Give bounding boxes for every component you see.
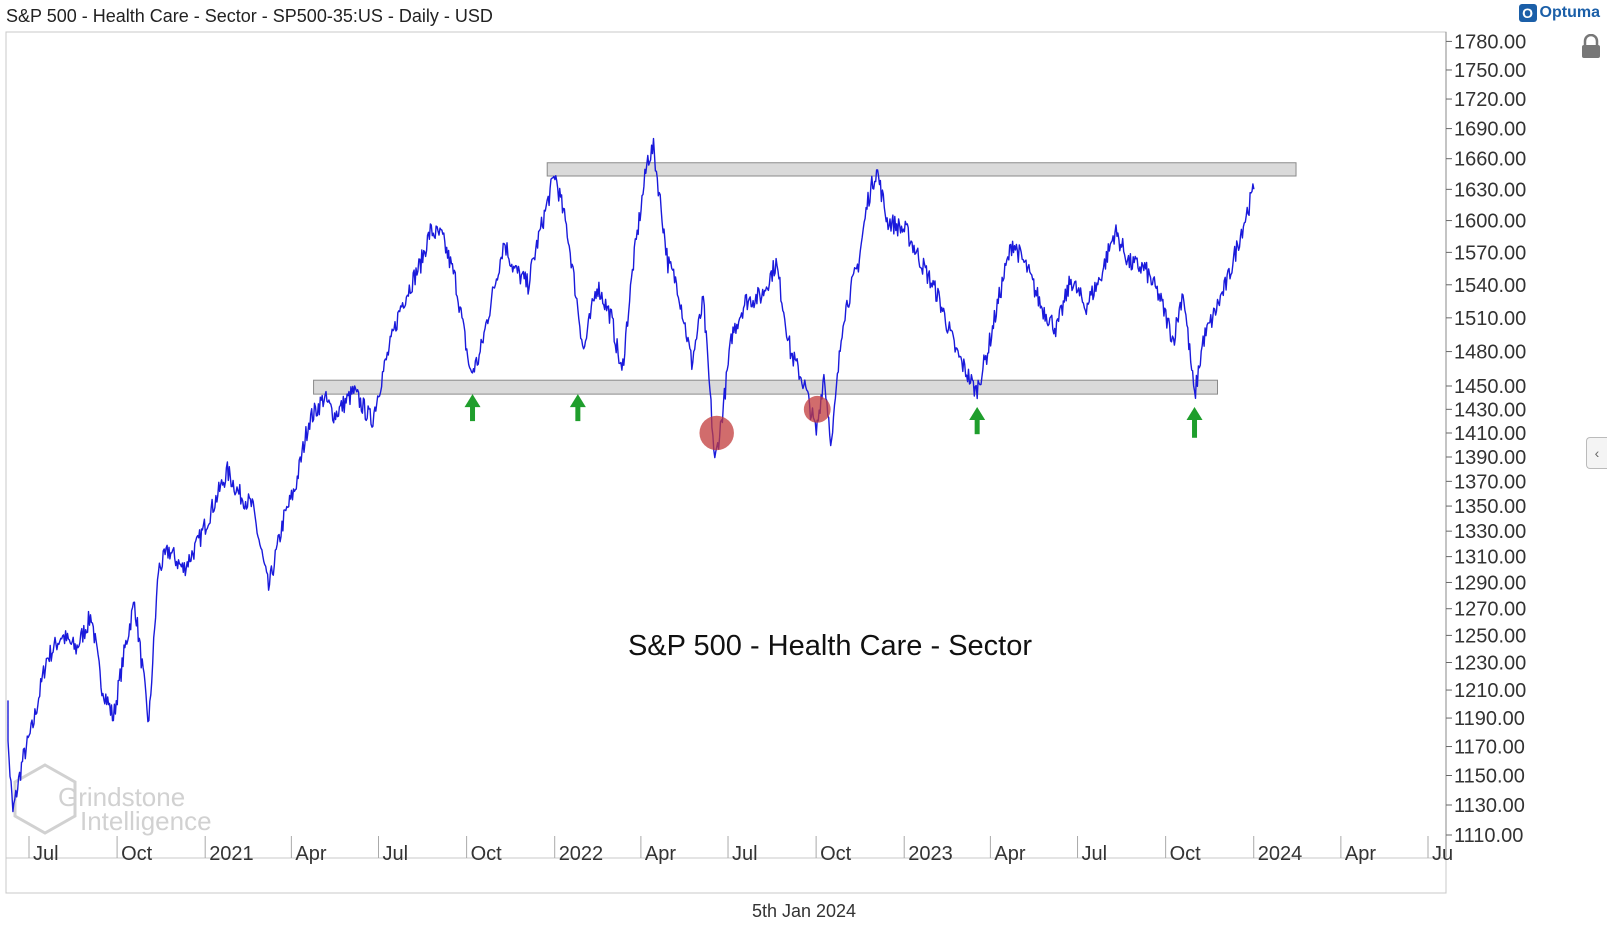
zones-layer: [313, 162, 1297, 395]
support-arrow-shaft-2: [575, 404, 581, 422]
support-arrow-shaft-3: [974, 416, 980, 435]
y-tick-label-15: 1370.00: [1454, 471, 1526, 493]
y-tick-label-19: 1290.00: [1454, 572, 1526, 594]
x-tick-label-15: Apr: [1345, 843, 1376, 865]
y-tick-label-26: 1150.00: [1454, 766, 1525, 788]
x-tick-label-13: Oct: [1170, 843, 1202, 865]
y-tick-label-27: 1130.00: [1454, 795, 1525, 817]
price-layer: [7, 137, 1255, 813]
y-tick-label-4: 1660.00: [1454, 149, 1526, 171]
watermark-line2: Intelligence: [80, 806, 212, 836]
y-tick-label-20: 1270.00: [1454, 599, 1526, 621]
x-tick-label-0: Jul: [33, 843, 59, 865]
x-tick-label-14: 2024: [1258, 843, 1303, 865]
brand-logo: O Optuma: [1518, 4, 1600, 22]
y-tick-label-28: 1110.00: [1454, 825, 1523, 847]
x-tick-label-5: Oct: [471, 843, 503, 865]
y-tick-label-0: 1780.00: [1454, 31, 1526, 53]
support-arrow-shaft-1: [470, 404, 476, 422]
support-arrow-3: [969, 406, 986, 435]
support-arrow-2: [569, 394, 586, 422]
y-tick-label-21: 1250.00: [1454, 625, 1526, 647]
support-arrow-head-3: [969, 406, 986, 420]
x-tick-label-6: 2022: [559, 843, 604, 865]
lock-icon[interactable]: [1580, 34, 1602, 60]
y-tick-label-24: 1190.00: [1454, 708, 1525, 730]
y-tick-label-25: 1170.00: [1454, 737, 1525, 759]
watermark-hex-icon: [13, 763, 77, 835]
x-axis-ticks: Jul Oct 2021 Apr Jul Oct 2022 Apr Jul Oct 2023 Apr J…: [28, 836, 1453, 865]
y-tick-label-9: 1510.00: [1454, 308, 1526, 330]
price-series-line: [7, 137, 1255, 813]
y-tick-label-2: 1720.00: [1454, 89, 1526, 111]
x-tick-label-8: Jul: [732, 843, 758, 865]
y-tick-label-14: 1390.00: [1454, 447, 1526, 469]
y-tick-label-5: 1630.00: [1454, 179, 1526, 201]
y-tick-label-3: 1690.00: [1454, 119, 1526, 141]
y-tick-label-6: 1600.00: [1454, 211, 1526, 233]
y-tick-label-1: 1750.00: [1454, 60, 1526, 82]
x-tick-label-16: Ju: [1432, 843, 1453, 865]
breakdown-circle-2: [803, 395, 831, 423]
optuma-logo-icon: O: [1518, 4, 1537, 22]
x-tick-label-7: Apr: [645, 843, 676, 865]
support-zone: [313, 379, 1219, 395]
y-tick-label-23: 1210.00: [1454, 680, 1526, 702]
y-tick-label-10: 1480.00: [1454, 342, 1526, 364]
x-tick-label-10: 2023: [908, 843, 953, 865]
x-tick-label-2: 2021: [209, 843, 254, 865]
x-tick-label-9: Oct: [820, 843, 852, 865]
x-tick-label-12: Jul: [1082, 843, 1108, 865]
y-tick-label-7: 1570.00: [1454, 242, 1526, 264]
x-tick-label-3: Apr: [295, 843, 326, 865]
x-tick-label-4: Jul: [383, 843, 409, 865]
support-arrow-head-1: [464, 394, 481, 408]
resistance-zone: [546, 162, 1297, 177]
y-tick-label-13: 1410.00: [1454, 423, 1526, 445]
chart-annotation-title: S&P 500 - Health Care - Sector: [628, 630, 1032, 662]
panel-collapse-handle[interactable]: ‹: [1586, 437, 1607, 469]
watermark-line1: Grindstone: [58, 782, 185, 812]
support-arrow-head-4: [1186, 406, 1203, 420]
y-tick-label-8: 1540.00: [1454, 275, 1526, 297]
support-arrow-1: [464, 394, 481, 422]
y-tick-label-22: 1230.00: [1454, 652, 1526, 674]
breakdown-circle-1: [699, 415, 734, 451]
y-tick-label-12: 1430.00: [1454, 399, 1526, 421]
support-arrow-head-2: [569, 394, 586, 408]
marks-layer: [464, 394, 1203, 451]
y-tick-label-18: 1310.00: [1454, 547, 1526, 569]
y-tick-label-16: 1350.00: [1454, 496, 1526, 518]
support-arrow-shaft-4: [1192, 416, 1198, 438]
y-tick-label-11: 1450.00: [1454, 376, 1526, 398]
chart-header-title: S&P 500 - Health Care - Sector - SP500-3…: [6, 6, 493, 26]
support-arrow-4: [1186, 406, 1203, 438]
x-axis-band: [5, 857, 1447, 894]
footer-date: 5th Jan 2024: [751, 901, 857, 921]
brand-name: Optuma: [1539, 4, 1600, 21]
watermark: Grindstone Intelligence: [13, 763, 212, 836]
y-axis-ticks: 1780.00 1750.00 1720.00 1690.00 1660.00 1630.…: [1446, 31, 1526, 847]
y-tick-label-17: 1330.00: [1454, 521, 1526, 543]
x-tick-label-1: Oct: [121, 843, 153, 865]
x-tick-label-11: Apr: [994, 843, 1025, 865]
